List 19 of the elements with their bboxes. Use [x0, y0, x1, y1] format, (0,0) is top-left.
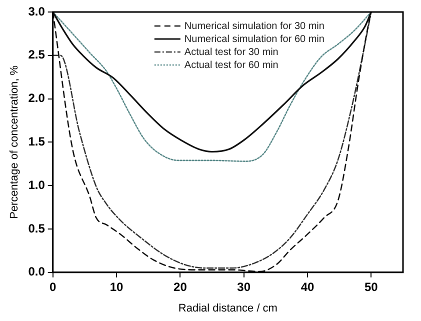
- x-tick-label: 30: [237, 280, 251, 294]
- x-tick-label: 20: [174, 280, 188, 294]
- legend-label: Numerical simulation for 60 min: [184, 34, 324, 45]
- y-tick-label: 1.0: [28, 178, 46, 192]
- y-tick-label: 2.5: [28, 48, 46, 62]
- y-tick-label: 3.0: [28, 4, 46, 18]
- x-tick-label: 50: [364, 280, 378, 294]
- legend-label: Actual test for 60 min: [184, 60, 278, 71]
- y-axis-title: Percentage of concentration, %: [8, 65, 21, 219]
- x-tick-label: 40: [300, 280, 315, 294]
- y-tick-label: 0.5: [28, 221, 46, 236]
- legend-label: Actual test for 30 min: [184, 46, 278, 58]
- legend-label: Numerical simulation for 30 min: [184, 20, 324, 32]
- x-tick-label: 10: [110, 280, 124, 294]
- y-tick-label: 1.5: [28, 134, 46, 149]
- x-tick-label: 0: [50, 280, 57, 294]
- y-tick-label: 2.0: [28, 91, 46, 106]
- y-tick-label: 0.0: [28, 264, 46, 279]
- x-axis-title: Radial distance / cm: [178, 302, 278, 314]
